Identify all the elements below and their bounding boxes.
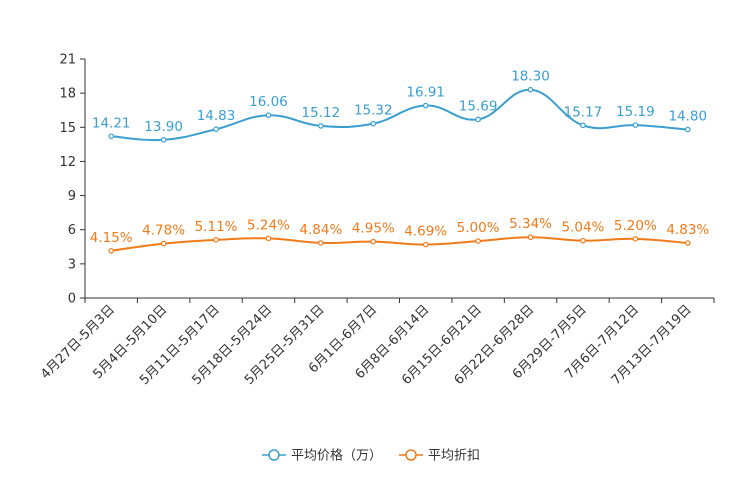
- discount-point: [580, 237, 586, 244]
- discount-point: [632, 236, 639, 242]
- legend-label: 平均价格（万）: [291, 448, 382, 464]
- price-point: [370, 120, 377, 127]
- legend-item-discount[interactable]: 平均折扣: [399, 449, 480, 464]
- price-point: [318, 123, 324, 129]
- discount-point: [160, 240, 167, 247]
- y-tick-label: 9: [68, 189, 76, 204]
- price-data-label: 14.21: [92, 115, 131, 131]
- series-points: [108, 86, 691, 254]
- discount-data-label: 5.04%: [562, 220, 605, 236]
- discount-data-label: 4.69%: [404, 224, 447, 240]
- legend-marker-icon: [268, 449, 280, 461]
- price-point: [475, 116, 481, 123]
- price-data-label: 13.90: [144, 119, 183, 135]
- discount-data-label: 5.20%: [614, 218, 657, 234]
- price-point: [632, 122, 639, 128]
- discount-point: [370, 238, 377, 245]
- y-tick-label: 6: [68, 223, 76, 238]
- discount-point: [318, 240, 324, 246]
- discount-data-label: 4.95%: [352, 221, 395, 237]
- discount-data-label: 5.00%: [457, 220, 500, 236]
- y-tick-label: 18: [59, 87, 76, 102]
- discount-point: [422, 241, 429, 248]
- price-data-label: 15.17: [564, 104, 603, 120]
- price-data-label: 18.30: [511, 69, 550, 85]
- price-data-label: 14.80: [668, 109, 707, 125]
- price-point: [108, 133, 115, 140]
- price-data-label: 16.91: [406, 85, 445, 101]
- discount-point: [527, 234, 534, 241]
- discount-data-label: 5.11%: [195, 219, 238, 235]
- discount-point: [213, 237, 219, 243]
- discount-data-label: 4.15%: [90, 230, 133, 246]
- legend-label: 平均折扣: [428, 449, 480, 464]
- price-point: [527, 86, 534, 93]
- price-data-label: 16.06: [249, 94, 288, 110]
- discount-point: [684, 240, 691, 246]
- price-data-label: 14.83: [197, 108, 236, 124]
- discount-series-line: [111, 236, 688, 252]
- y-tick-label: 21: [59, 53, 76, 68]
- price-point: [422, 102, 429, 109]
- y-tick-label: 0: [68, 292, 76, 307]
- price-data-label: 15.32: [354, 103, 393, 119]
- price-data-label: 15.69: [459, 98, 498, 114]
- price-point: [580, 122, 586, 129]
- discount-data-label: 5.34%: [509, 216, 552, 232]
- discount-point: [475, 238, 481, 244]
- price-data-label: 15.12: [302, 105, 341, 121]
- y-tick-label: 12: [59, 155, 76, 170]
- price-point: [684, 126, 691, 133]
- y-tick-label: 3: [68, 257, 76, 272]
- discount-point: [265, 235, 272, 242]
- price-data-label: 15.19: [616, 104, 655, 120]
- discount-data-label: 4.83%: [666, 222, 709, 238]
- legend-marker-icon: [405, 449, 417, 461]
- y-tick-label: 15: [59, 121, 76, 136]
- price-point: [213, 126, 219, 133]
- discount-data-label: 5.24%: [247, 217, 290, 233]
- discount-data-label: 4.84%: [299, 222, 342, 238]
- price-point: [265, 112, 272, 119]
- price-point: [160, 137, 167, 143]
- data-labels: 14.21 13.90 14.83 16.06 15.12 15.32 16.91 15.69…: [90, 69, 710, 246]
- legend[interactable]: 平均价格（万） 平均折扣: [262, 448, 480, 464]
- legend-item-price[interactable]: 平均价格（万）: [262, 448, 382, 464]
- discount-data-label: 4.78%: [142, 223, 185, 239]
- discount-point: [108, 247, 115, 254]
